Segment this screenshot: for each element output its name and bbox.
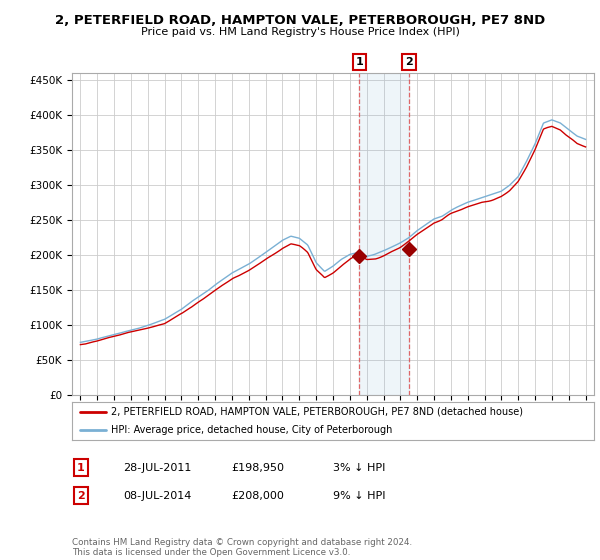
Text: HPI: Average price, detached house, City of Peterborough: HPI: Average price, detached house, City…: [111, 425, 392, 435]
Text: £208,000: £208,000: [231, 491, 284, 501]
Text: 2: 2: [405, 57, 413, 67]
Text: Contains HM Land Registry data © Crown copyright and database right 2024.
This d: Contains HM Land Registry data © Crown c…: [72, 538, 412, 557]
Text: £198,950: £198,950: [231, 463, 284, 473]
Text: Price paid vs. HM Land Registry's House Price Index (HPI): Price paid vs. HM Land Registry's House …: [140, 27, 460, 37]
Text: 28-JUL-2011: 28-JUL-2011: [123, 463, 191, 473]
Text: 3% ↓ HPI: 3% ↓ HPI: [333, 463, 385, 473]
Text: 9% ↓ HPI: 9% ↓ HPI: [333, 491, 386, 501]
Text: 2, PETERFIELD ROAD, HAMPTON VALE, PETERBOROUGH, PE7 8ND: 2, PETERFIELD ROAD, HAMPTON VALE, PETERB…: [55, 14, 545, 27]
Text: 2, PETERFIELD ROAD, HAMPTON VALE, PETERBOROUGH, PE7 8ND (detached house): 2, PETERFIELD ROAD, HAMPTON VALE, PETERB…: [111, 407, 523, 417]
Bar: [359, 73, 409, 395]
Text: 1: 1: [356, 57, 364, 67]
Text: 2: 2: [77, 491, 85, 501]
Text: 08-JUL-2014: 08-JUL-2014: [123, 491, 191, 501]
Text: 1: 1: [77, 463, 85, 473]
